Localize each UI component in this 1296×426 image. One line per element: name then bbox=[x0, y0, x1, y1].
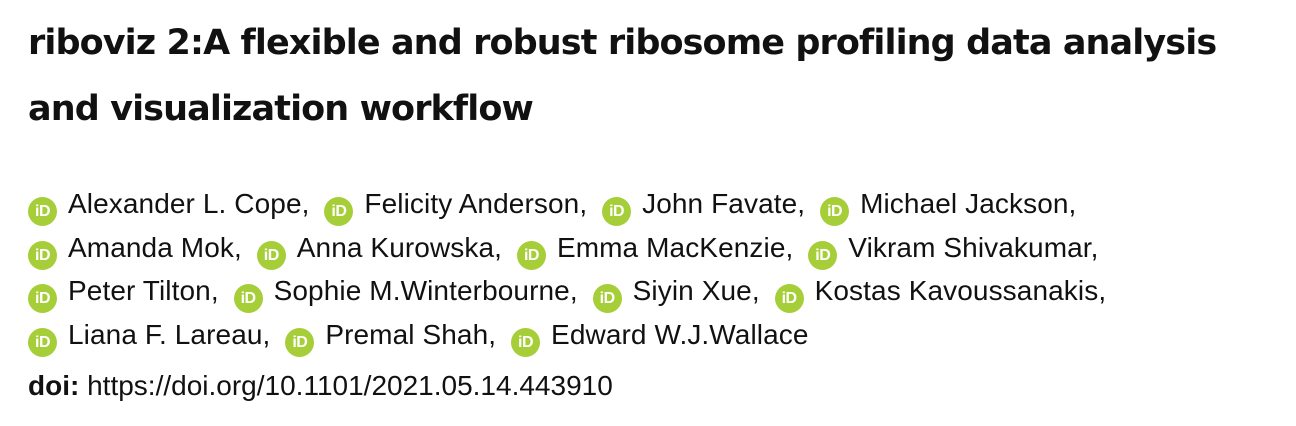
author-name: Peter Tilton, bbox=[68, 275, 219, 307]
author-name: Siyin Xue, bbox=[632, 275, 760, 307]
author-entry: iD Amanda Mok, bbox=[28, 231, 249, 270]
author-name: Alexander L. Cope, bbox=[68, 188, 310, 219]
author-name: Michael Jackson, bbox=[860, 188, 1077, 219]
orcid-icon[interactable]: iD bbox=[324, 197, 354, 226]
orcid-icon[interactable]: iD bbox=[256, 240, 286, 270]
orcid-icon[interactable]: iD bbox=[28, 284, 57, 314]
paper-title: riboviz 2:A flexible and robust ribosome… bbox=[28, 10, 1290, 142]
author-name: John Favate, bbox=[642, 188, 806, 219]
author-entry: iD Anna Kurowska, bbox=[256, 231, 509, 270]
author-name: Premal Shah, bbox=[325, 318, 497, 350]
orcid-icon[interactable]: iD bbox=[28, 327, 57, 357]
author-line: iD Liana F. Lareau, iD Premal Shah, iD Edwa… bbox=[28, 313, 1290, 357]
author-entry: iD Alexander L. Cope, bbox=[28, 188, 317, 226]
author-name: Liana F. Lareau, bbox=[68, 318, 271, 350]
author-name: Vikram Shivakumar, bbox=[848, 231, 1099, 263]
author-line: iD Alexander L. Cope, iD Felicity Anderson… bbox=[28, 182, 1290, 226]
orcid-icon[interactable]: iD bbox=[28, 240, 57, 270]
author-entry: iD Vikram Shivakumar, bbox=[808, 231, 1099, 270]
author-entry: iD Peter Tilton, bbox=[28, 275, 226, 314]
orcid-icon[interactable]: iD bbox=[808, 240, 838, 270]
author-name: Anna Kurowska, bbox=[296, 231, 503, 263]
author-name: Sophie M.Winterbourne, bbox=[273, 275, 578, 307]
author-entry: iD Felicity Anderson, bbox=[324, 188, 594, 226]
author-entry: iD Liana F. Lareau, bbox=[28, 318, 277, 357]
author-line: iD Amanda Mok, iD Anna Kurowska, iD Emma Ma… bbox=[28, 226, 1290, 270]
author-name: Kostas Kavoussanakis, bbox=[814, 275, 1107, 307]
author-entry: iD Michael Jackson, bbox=[820, 188, 1077, 226]
orcid-icon[interactable]: iD bbox=[774, 284, 804, 314]
orcid-icon[interactable]: iD bbox=[285, 327, 315, 357]
orcid-icon[interactable]: iD bbox=[592, 284, 622, 314]
orcid-icon[interactable]: iD bbox=[602, 197, 632, 226]
orcid-icon[interactable]: iD bbox=[516, 240, 546, 270]
orcid-icon[interactable]: iD bbox=[28, 197, 57, 226]
doi-link[interactable]: https://doi.org/10.1101/2021.05.14.44391… bbox=[87, 370, 613, 401]
orcid-icon[interactable]: iD bbox=[233, 284, 263, 314]
author-name: Edward W.J.Wallace bbox=[551, 318, 809, 350]
author-entry: iD Emma MacKenzie, bbox=[516, 231, 800, 270]
author-entry: iD Siyin Xue, bbox=[592, 275, 767, 314]
orcid-icon[interactable]: iD bbox=[820, 197, 850, 226]
title-line-1: riboviz 2:A flexible and robust ribosome… bbox=[28, 23, 1217, 63]
author-entry: iD Premal Shah, bbox=[285, 318, 503, 357]
author-entry: iD Edward W.J.Wallace bbox=[511, 318, 809, 357]
doi-label: doi: bbox=[28, 370, 80, 401]
author-list: iD Alexander L. Cope, iD Felicity Anderson… bbox=[28, 182, 1290, 357]
title-line-2: and visualization workflow bbox=[28, 89, 534, 129]
author-name: Emma MacKenzie, bbox=[556, 231, 794, 263]
doi-line: doi: https://doi.org/10.1101/2021.05.14.… bbox=[28, 366, 613, 406]
author-name: Felicity Anderson, bbox=[364, 188, 588, 219]
author-name: Amanda Mok, bbox=[68, 231, 242, 263]
author-line: iD Peter Tilton, iD Sophie M.Winterbourne,… bbox=[28, 269, 1290, 314]
author-entry: iD Kostas Kavoussanakis, bbox=[774, 275, 1107, 314]
author-entry: iD Sophie M.Winterbourne, bbox=[233, 275, 585, 314]
author-entry: iD John Favate, bbox=[602, 188, 812, 226]
orcid-icon[interactable]: iD bbox=[511, 327, 541, 357]
